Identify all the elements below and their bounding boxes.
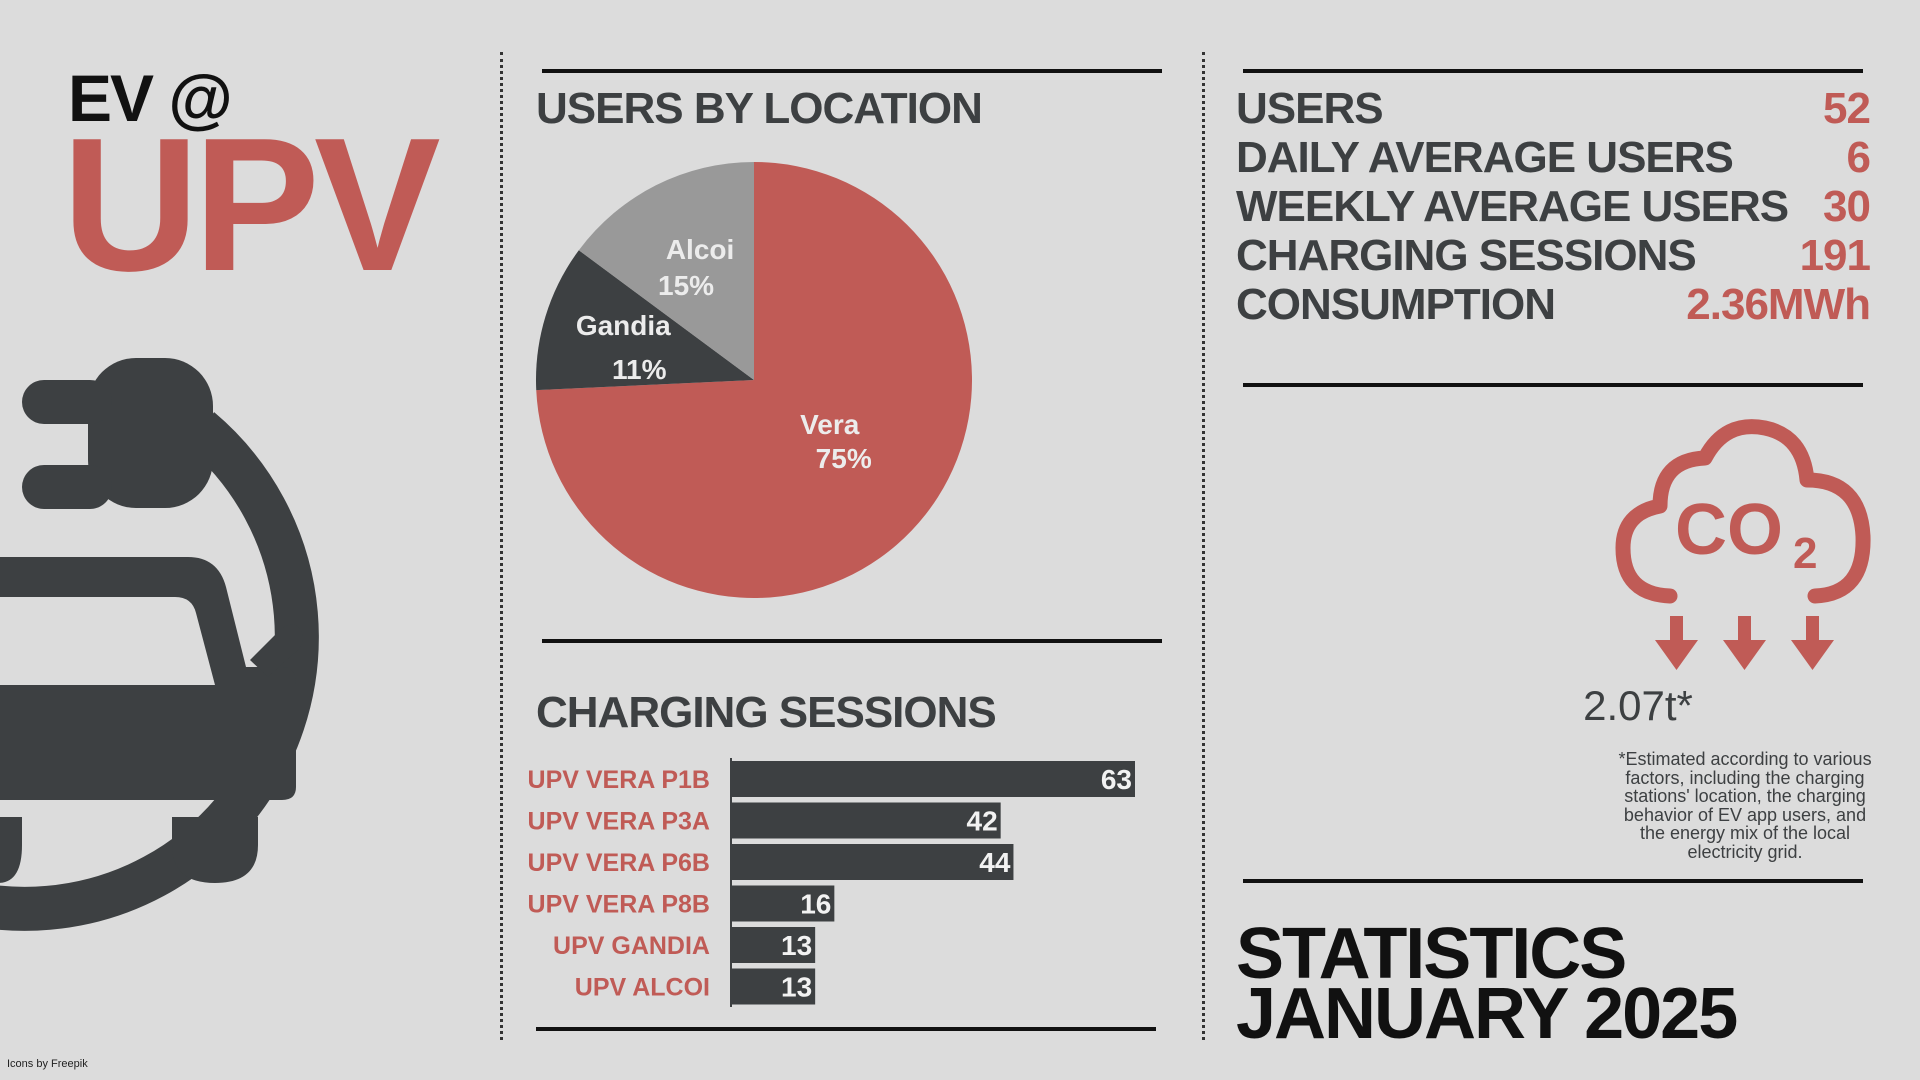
- ev-car-plug-icon: [0, 358, 319, 931]
- bar-category-label: UPV VERA P3A: [528, 808, 710, 836]
- bar-title: CHARGING SESSIONS: [536, 688, 997, 737]
- bar: [732, 844, 1014, 880]
- pie-label-name: Gandia: [576, 310, 671, 341]
- pie-slice-gandia: [536, 250, 754, 391]
- separator-right: [1202, 52, 1205, 1040]
- bar-category-label: UPV VERA P1B: [528, 766, 710, 794]
- bar-value-label: 42: [967, 806, 998, 837]
- stat-row: USERS 52: [1236, 84, 1871, 133]
- bar-category-label: UPV ALCOI: [575, 974, 710, 1002]
- bar-value-label: 13: [781, 930, 812, 961]
- stat-value: 2.36MWh: [1686, 280, 1871, 329]
- stat-label: DAILY AVERAGE USERS: [1236, 133, 1734, 182]
- brand-name: UPV: [62, 99, 441, 311]
- bar: [732, 968, 816, 1005]
- svg-text:2: 2: [1793, 529, 1817, 578]
- pie-label-name: Vera: [800, 409, 860, 440]
- co2-note: *Estimated according to various factors,…: [1618, 749, 1872, 862]
- rule-pie-top: [542, 69, 1162, 73]
- bar-chart: UPV VERA P1B 63 UPV VERA P3A 42 UPV VERA P6B…: [528, 758, 1135, 1007]
- bar-value-label: 44: [979, 847, 1011, 878]
- statistics-title: STATISTICS: [1236, 914, 1627, 994]
- bar-value-label: 63: [1101, 764, 1132, 795]
- rule-bars-top: [542, 639, 1162, 643]
- pie-label-percent: 75%: [816, 443, 872, 474]
- bar-category-label: UPV GANDIA: [553, 932, 710, 960]
- stat-value: 6: [1846, 133, 1872, 182]
- co2-cloud-icon: CO 2: [1615, 419, 1871, 670]
- bar-category-label: UPV VERA P8B: [528, 891, 710, 919]
- pie-label-name: Alcoi: [666, 234, 734, 265]
- pie-label-percent: 11%: [612, 354, 667, 385]
- stat-row: CHARGING SESSIONS 191: [1236, 231, 1871, 280]
- svg-text:CO: CO: [1675, 490, 1783, 570]
- pie-label-percent: 15%: [658, 270, 714, 301]
- statistics-period: JANUARY 2025: [1236, 974, 1738, 1054]
- stat-row: CONSUMPTION 2.36MWh: [1236, 280, 1871, 329]
- stat-row: WEEKLY AVERAGE USERS 30: [1236, 182, 1871, 231]
- icon-credit: Icons by Freepik: [7, 1058, 88, 1070]
- bar: [732, 885, 835, 922]
- stat-label: CONSUMPTION: [1236, 280, 1556, 329]
- separator-left: [500, 52, 503, 1040]
- stat-value: 52: [1823, 84, 1871, 133]
- stat-value: 30: [1823, 182, 1871, 231]
- co2-value: 2.07t*: [1583, 682, 1693, 729]
- pie-slice-vera: [536, 162, 972, 598]
- rule-stats-top: [1243, 69, 1863, 73]
- bar: [732, 761, 1135, 797]
- rule-bars-bottom: [536, 1027, 1156, 1031]
- brand-prefix: EV @: [68, 61, 233, 135]
- bar-value-label: 13: [781, 972, 812, 1003]
- pie-title: USERS BY LOCATION: [536, 84, 983, 133]
- rule-co2-bottom: [1243, 879, 1863, 883]
- stat-label: WEEKLY AVERAGE USERS: [1236, 182, 1789, 231]
- bar: [732, 927, 816, 963]
- bar-value-label: 16: [800, 889, 831, 920]
- stat-value: 191: [1799, 231, 1871, 280]
- bar: [732, 802, 1001, 839]
- bar-category-label: UPV VERA P6B: [528, 849, 710, 877]
- pie-slice-alcoi: [578, 162, 754, 380]
- rule-stats-bottom: [1243, 383, 1863, 387]
- stat-label: USERS: [1236, 84, 1384, 133]
- stat-row: DAILY AVERAGE USERS 6: [1236, 133, 1872, 182]
- stat-label: CHARGING SESSIONS: [1236, 231, 1697, 280]
